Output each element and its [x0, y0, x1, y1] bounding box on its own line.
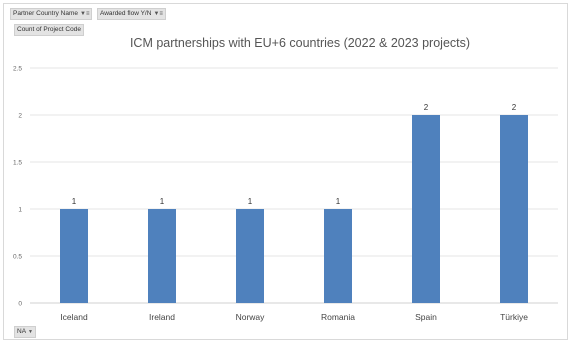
- partner-country-filter-label: Partner Country Name: [13, 10, 79, 17]
- bar[interactable]: [60, 209, 88, 303]
- gridlines: [30, 67, 558, 304]
- y-tick-label: 0: [18, 301, 22, 308]
- data-label: 1: [160, 197, 165, 206]
- na-axis-field-label: NA: [17, 328, 27, 335]
- bar[interactable]: [412, 115, 440, 303]
- awarded-flow-filter-button[interactable]: Awarded flow Y/N ▼≡: [97, 8, 166, 20]
- count-project-code-label: Count of Project Code: [17, 26, 81, 33]
- category-label: Türkiye: [500, 312, 528, 322]
- category-labels: Iceland Ireland Norway Romania Spain Türkiye: [60, 312, 528, 322]
- y-tick-label: 0.5: [13, 254, 22, 261]
- bars: [60, 115, 528, 303]
- bar[interactable]: [324, 209, 352, 303]
- category-label: Ireland: [149, 312, 175, 322]
- data-labels: 1 1 1 1 2 2: [72, 103, 517, 206]
- chevron-down-icon[interactable]: ▼: [28, 329, 33, 335]
- data-label: 1: [336, 197, 341, 206]
- partner-country-filter-button[interactable]: Partner Country Name ▼≡: [10, 8, 93, 20]
- data-label: 2: [424, 103, 429, 112]
- filter-dropdown-icon[interactable]: ▼≡: [80, 11, 90, 17]
- bar[interactable]: [148, 209, 176, 303]
- bar[interactable]: [500, 115, 528, 303]
- data-label: 1: [248, 197, 253, 206]
- data-label: 1: [72, 197, 77, 206]
- chart-frame: [3, 3, 568, 340]
- count-project-code-value-button[interactable]: Count of Project Code: [14, 24, 84, 36]
- y-tick-label: 1: [18, 207, 22, 214]
- filter-dropdown-icon[interactable]: ▼≡: [153, 11, 163, 17]
- category-label: Romania: [321, 312, 355, 322]
- category-label: Norway: [236, 312, 266, 322]
- chart-title: ICM partnerships with EU+6 countries (20…: [130, 36, 470, 50]
- y-tick-label: 2.5: [13, 66, 22, 73]
- y-tick-label: 1.5: [13, 160, 22, 167]
- awarded-flow-filter-label: Awarded flow Y/N: [100, 10, 152, 17]
- category-label: Spain: [415, 312, 437, 322]
- na-axis-field-button[interactable]: NA ▼: [14, 326, 36, 338]
- data-label: 2: [512, 103, 517, 112]
- category-label: Iceland: [60, 312, 88, 322]
- y-axis-ticks: 0 0.5 1 1.5 2 2.5: [13, 66, 22, 308]
- bar[interactable]: [236, 209, 264, 303]
- y-tick-label: 2: [18, 113, 22, 120]
